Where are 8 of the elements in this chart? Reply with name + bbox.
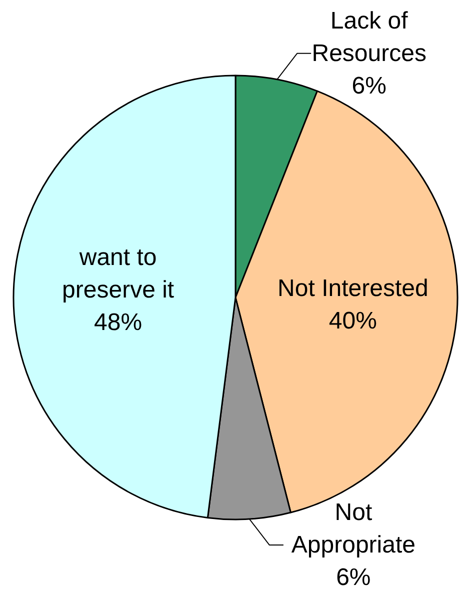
data-label: 6% xyxy=(352,72,386,100)
data-label: 6% xyxy=(336,564,371,591)
data-label: 40% xyxy=(328,308,377,335)
slice-label: Not Appropriate xyxy=(291,499,416,559)
data-label: 48% xyxy=(94,309,142,336)
slice-label: Lack of Resources xyxy=(312,8,426,67)
slice-label: Not Interested xyxy=(278,275,428,302)
slice-label: want to preserve it xyxy=(62,244,174,304)
